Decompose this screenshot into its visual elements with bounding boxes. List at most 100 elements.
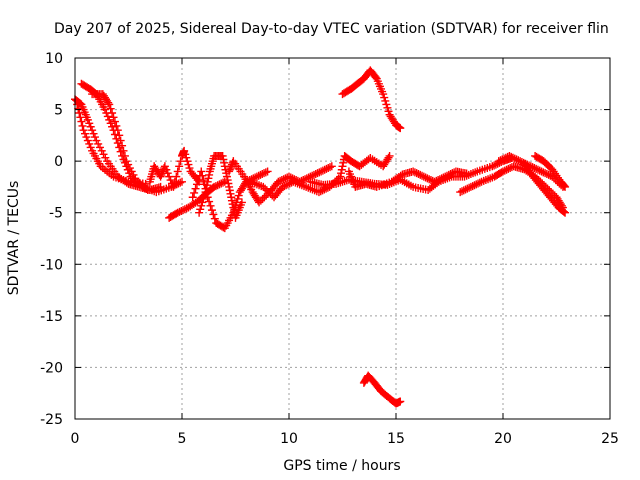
data-point xyxy=(106,119,115,128)
data-point xyxy=(210,214,219,223)
data-point xyxy=(224,179,233,188)
data-point xyxy=(191,184,200,193)
data-point xyxy=(86,143,95,152)
data-point xyxy=(112,121,121,130)
data-point xyxy=(414,170,423,179)
data-point xyxy=(74,104,83,113)
data-point xyxy=(88,126,97,135)
data-point xyxy=(544,170,553,179)
data-point xyxy=(95,143,104,152)
data-point xyxy=(166,176,175,185)
y-tick-label: 0 xyxy=(54,154,63,170)
data-point xyxy=(302,174,311,183)
data-point xyxy=(498,155,507,164)
data-point xyxy=(316,187,325,196)
data-point xyxy=(180,146,189,155)
data-point xyxy=(127,167,136,176)
data-point xyxy=(380,93,389,102)
data-point xyxy=(204,174,213,183)
data-point xyxy=(219,178,228,187)
data-point xyxy=(213,181,222,190)
data-point xyxy=(488,162,497,171)
data-point xyxy=(327,162,336,171)
data-point xyxy=(163,169,172,178)
data-point xyxy=(157,170,166,179)
data-point xyxy=(410,168,419,177)
data-point xyxy=(261,168,270,177)
data-point xyxy=(230,205,239,214)
data-point xyxy=(532,164,541,173)
grid xyxy=(75,58,610,419)
data-point xyxy=(115,131,124,140)
data-point xyxy=(502,165,511,174)
data-point xyxy=(439,173,448,182)
data-point xyxy=(113,126,122,135)
data-point xyxy=(175,162,184,171)
y-tick-label: -20 xyxy=(40,360,63,376)
data-point xyxy=(219,155,228,164)
data-point xyxy=(461,185,470,194)
data-point xyxy=(421,173,430,182)
data-point xyxy=(105,115,114,124)
data-point xyxy=(318,186,327,195)
data-point xyxy=(472,180,481,189)
x-tick-label: 0 xyxy=(71,431,80,447)
y-tick-label: 5 xyxy=(54,103,63,119)
data-point xyxy=(258,194,267,203)
data-point xyxy=(79,126,88,135)
data-point xyxy=(288,174,297,183)
data-point xyxy=(203,193,212,202)
data-point xyxy=(504,164,513,173)
data-point xyxy=(83,115,92,124)
data-point xyxy=(285,172,293,181)
data-point xyxy=(160,162,169,171)
data-point xyxy=(463,184,472,193)
data-point xyxy=(254,171,263,180)
data-point xyxy=(195,208,204,217)
data-point xyxy=(425,175,434,184)
data-point xyxy=(207,206,216,215)
data-point xyxy=(283,180,292,189)
data-point xyxy=(105,100,114,109)
data-point xyxy=(86,122,95,131)
data-point xyxy=(120,151,129,160)
data-point xyxy=(317,167,326,176)
data-point xyxy=(263,167,272,176)
data-point xyxy=(409,167,418,176)
data-point xyxy=(197,167,206,176)
data-point xyxy=(396,124,405,133)
data-point xyxy=(314,188,323,197)
series-track-n xyxy=(359,371,405,408)
data-point xyxy=(196,205,205,214)
data-point xyxy=(180,205,189,214)
y-axis-label: SDTVAR / TECUs xyxy=(6,181,22,296)
data-point xyxy=(494,157,503,166)
data-point xyxy=(281,174,290,183)
data-point xyxy=(226,189,235,198)
data-point xyxy=(441,172,450,181)
data-point xyxy=(382,100,391,109)
data-point xyxy=(468,182,477,191)
data-point xyxy=(530,164,539,173)
data-point xyxy=(499,167,507,176)
data-point xyxy=(459,186,468,195)
y-tick-label: -5 xyxy=(49,206,63,222)
data-point xyxy=(255,198,264,207)
data-point xyxy=(182,153,191,162)
data-point xyxy=(211,182,220,191)
plot-frame xyxy=(74,57,611,420)
data-point xyxy=(462,169,471,178)
data-point xyxy=(170,177,179,186)
data-point xyxy=(188,193,197,202)
data-point xyxy=(202,188,211,197)
data-point xyxy=(561,208,570,217)
data-point xyxy=(172,172,181,181)
data-point xyxy=(192,180,201,189)
data-point xyxy=(490,161,499,170)
data-point xyxy=(129,170,138,179)
data-point xyxy=(322,164,331,173)
data-point xyxy=(256,170,265,179)
data-point xyxy=(320,185,329,194)
data-point xyxy=(313,169,322,178)
